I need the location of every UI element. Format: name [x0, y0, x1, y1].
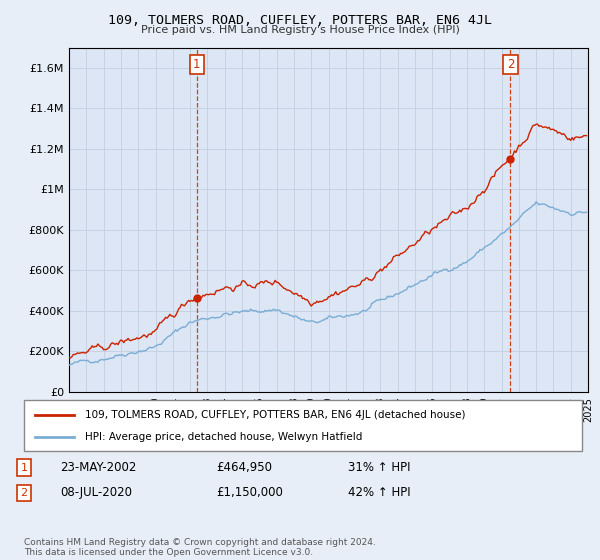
FancyBboxPatch shape [24, 400, 582, 451]
Text: 1: 1 [193, 58, 200, 71]
Text: Price paid vs. HM Land Registry's House Price Index (HPI): Price paid vs. HM Land Registry's House … [140, 25, 460, 35]
Text: 109, TOLMERS ROAD, CUFFLEY, POTTERS BAR, EN6 4JL: 109, TOLMERS ROAD, CUFFLEY, POTTERS BAR,… [108, 14, 492, 27]
Text: HPI: Average price, detached house, Welwyn Hatfield: HPI: Average price, detached house, Welw… [85, 432, 363, 442]
Text: 109, TOLMERS ROAD, CUFFLEY, POTTERS BAR, EN6 4JL (detached house): 109, TOLMERS ROAD, CUFFLEY, POTTERS BAR,… [85, 409, 466, 419]
Text: £1,150,000: £1,150,000 [216, 486, 283, 500]
Text: 2: 2 [20, 488, 28, 498]
Text: 42% ↑ HPI: 42% ↑ HPI [348, 486, 410, 500]
Text: 2: 2 [507, 58, 514, 71]
Text: 31% ↑ HPI: 31% ↑ HPI [348, 461, 410, 474]
Text: 1: 1 [20, 463, 28, 473]
Text: 08-JUL-2020: 08-JUL-2020 [60, 486, 132, 500]
Text: £464,950: £464,950 [216, 461, 272, 474]
Text: Contains HM Land Registry data © Crown copyright and database right 2024.
This d: Contains HM Land Registry data © Crown c… [24, 538, 376, 557]
Text: 23-MAY-2002: 23-MAY-2002 [60, 461, 136, 474]
